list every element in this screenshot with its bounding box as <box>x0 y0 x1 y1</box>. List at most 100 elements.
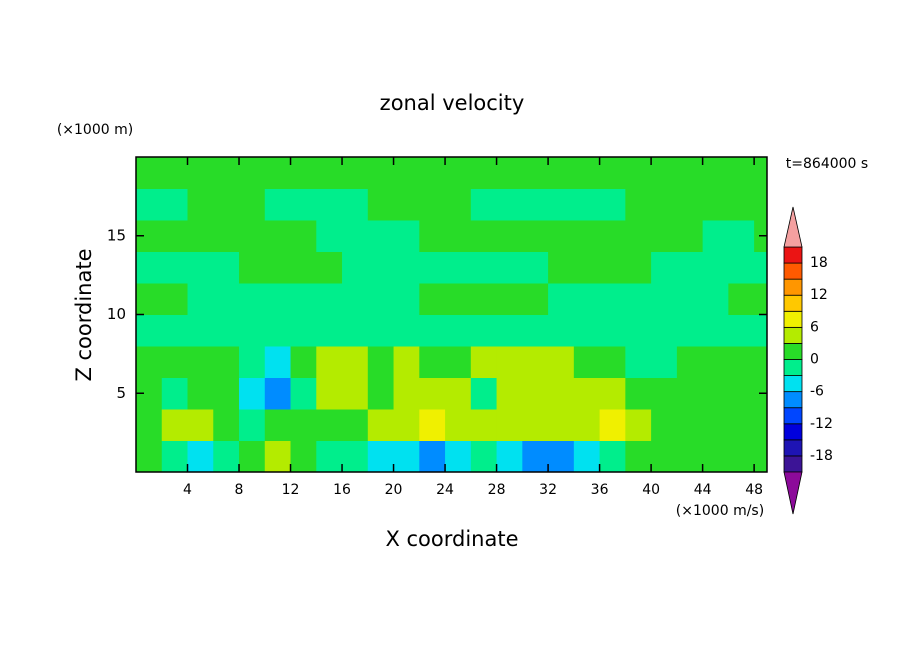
contour-cell <box>496 314 523 347</box>
contour-cell <box>676 157 704 189</box>
contour-cell <box>651 251 678 284</box>
contour-cell <box>161 314 189 347</box>
contour-cell <box>419 377 446 410</box>
contour-cell <box>548 377 575 410</box>
contour-cell <box>754 157 768 189</box>
contour-cell <box>702 220 729 252</box>
contour-cell <box>187 440 214 473</box>
contour-cell <box>213 188 240 221</box>
colorbar-band <box>783 439 803 457</box>
x-tick-label: 48 <box>745 482 763 498</box>
contour-cell <box>161 188 189 221</box>
contour-cell <box>290 251 317 284</box>
contour-cell <box>625 377 652 410</box>
contour-cell <box>187 283 214 315</box>
contour-cell <box>316 377 343 410</box>
contour-cell <box>548 346 575 378</box>
contour-cell <box>161 440 189 473</box>
chart-title: zonal velocity <box>380 91 525 115</box>
colorbar-band <box>783 262 803 280</box>
contour-cell <box>239 188 266 221</box>
contour-cell <box>573 377 601 410</box>
colorbar-band <box>783 246 803 264</box>
contour-cell <box>651 409 678 441</box>
contour-cell <box>573 314 601 347</box>
contour-cell <box>290 283 317 315</box>
contour-cell <box>239 409 266 441</box>
contour-cell <box>213 440 240 473</box>
colorbar-tick-label: -6 <box>810 384 824 400</box>
colorbar-tick-label: -18 <box>810 448 833 464</box>
contour-cell <box>367 377 395 410</box>
contour-cell <box>573 440 601 473</box>
contour-cell <box>367 346 395 378</box>
y-unit: (×1000 m) <box>57 122 133 138</box>
contour-cell <box>239 157 266 189</box>
contour-cell <box>625 440 652 473</box>
contour-cell <box>445 314 472 347</box>
contour-cell <box>754 314 768 347</box>
contour-cell <box>548 157 575 189</box>
contour-cell <box>316 220 343 252</box>
contour-cell <box>342 346 369 378</box>
contour-cell <box>522 377 549 410</box>
contour-cell <box>754 188 768 221</box>
colorbar-band <box>783 343 803 360</box>
y-axis-label: Z coordinate <box>72 248 96 381</box>
contour-cell <box>728 188 755 221</box>
contour-cell <box>419 314 446 347</box>
contour-cell <box>599 440 626 473</box>
contour-cell <box>522 314 549 347</box>
x-tick-label: 32 <box>539 482 557 498</box>
contour-cell <box>239 377 266 410</box>
contour-cell <box>445 409 472 441</box>
contour-cell <box>728 346 755 378</box>
contour-cell <box>625 157 652 189</box>
contour-cell <box>239 251 266 284</box>
contour-cell <box>702 440 729 473</box>
contour-cell <box>342 283 369 315</box>
x-tick-label: 4 <box>183 482 192 498</box>
contour-cell <box>496 220 523 252</box>
contour-cell <box>367 314 395 347</box>
contour-cell <box>470 377 498 410</box>
contour-cell <box>367 251 395 284</box>
x-tick-label: 12 <box>282 482 300 498</box>
contour-cell <box>548 188 575 221</box>
contour-cell <box>161 283 189 315</box>
x-tick-label: 28 <box>488 482 506 498</box>
contour-cell <box>264 346 292 378</box>
contour-cell <box>573 188 601 221</box>
contour-cell <box>393 283 420 315</box>
contour-cell <box>651 346 678 378</box>
contour-cell <box>728 157 755 189</box>
contour-cell <box>187 409 214 441</box>
contour-cell <box>316 157 343 189</box>
contour-cell <box>702 157 729 189</box>
contour-cell <box>625 314 652 347</box>
contour-cell <box>676 188 704 221</box>
contour-cell <box>239 220 266 252</box>
contour-cell <box>548 220 575 252</box>
contour-cell <box>496 409 523 441</box>
contour-cell <box>213 409 240 441</box>
contour-cell <box>573 409 601 441</box>
contour-cell <box>754 283 768 315</box>
contour-cell <box>496 346 523 378</box>
contour-cell <box>393 440 420 473</box>
contour-cell <box>316 251 343 284</box>
contour-cell <box>136 346 163 378</box>
contour-cell <box>496 440 523 473</box>
contour-cell <box>548 440 575 473</box>
contour-cell <box>290 157 317 189</box>
contour-cell <box>548 314 575 347</box>
contour-cell <box>522 251 549 284</box>
contour-cell <box>213 283 240 315</box>
contour-cell <box>573 220 601 252</box>
contour-cell <box>419 283 446 315</box>
contour-cell <box>264 157 292 189</box>
contour-cell <box>754 251 768 284</box>
contour-cell <box>239 440 266 473</box>
contour-cell <box>419 251 446 284</box>
contour-cell <box>316 283 343 315</box>
